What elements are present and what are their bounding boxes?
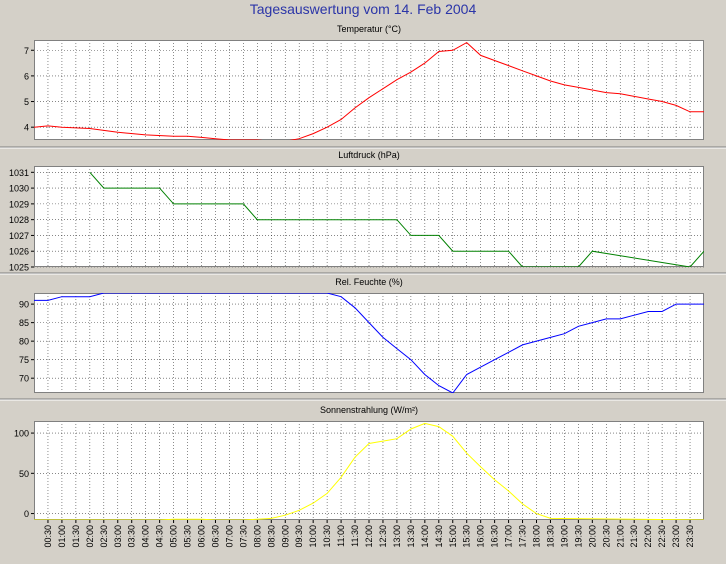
x-tick-label: 08:30	[266, 525, 276, 548]
plot-area	[34, 293, 704, 393]
x-tick-label: 18:30	[545, 525, 555, 548]
x-tick-label: 09:30	[294, 525, 304, 548]
x-tick-label: 12:30	[378, 525, 388, 548]
y-tick-label: 75	[19, 355, 29, 365]
x-tick-label: 21:00	[615, 525, 625, 548]
x-tick-label: 22:00	[643, 525, 653, 548]
x-tick-label: 11:00	[336, 525, 346, 547]
y-tick-label: 1026	[9, 247, 29, 257]
plot-frame	[34, 40, 704, 140]
x-tick-label: 22:30	[657, 525, 667, 548]
x-tick-label: 10:00	[308, 525, 318, 548]
x-tick-label: 05:00	[169, 525, 179, 548]
series-line-2	[89, 171, 704, 267]
x-tick-label: 03:00	[113, 525, 123, 548]
x-tick-label: 23:30	[685, 525, 695, 548]
y-tick-label: 1028	[9, 215, 29, 225]
x-tick-label: 08:00	[252, 525, 262, 548]
x-tick-label: 01:30	[71, 525, 81, 548]
y-tick-label: 1030	[9, 184, 29, 194]
panel-4-title: Sonnenstrahlung (W/m²)	[320, 405, 418, 415]
plot-frame	[34, 421, 704, 520]
x-tick-label: 15:30	[462, 525, 472, 548]
x-tick-label: 18:00	[532, 525, 542, 548]
x-tick-label: 11:30	[350, 525, 360, 547]
y-tick-label: 6	[24, 71, 29, 81]
y-tick-label: 50	[19, 469, 29, 479]
x-tick-label: 19:00	[559, 525, 569, 548]
series-line-1	[34, 41, 704, 140]
plot-frame	[34, 166, 704, 267]
x-tick-label: 04:00	[141, 525, 151, 548]
x-tick-label: 00:30	[43, 525, 53, 548]
x-tick-label: 20:00	[587, 525, 597, 548]
x-tick-label: 13:30	[406, 525, 416, 548]
panel-3-title: Rel. Feuchte (%)	[335, 277, 403, 287]
x-tick-label: 15:00	[448, 525, 458, 548]
plot-area	[34, 421, 704, 520]
x-tick-label: 01:00	[57, 525, 67, 548]
x-tick-label: 23:00	[671, 525, 681, 548]
x-tick-label: 20:30	[601, 525, 611, 548]
x-tick-label: 16:30	[490, 525, 500, 548]
x-tick-label: 17:00	[504, 525, 514, 548]
page-title: Tagesauswertung vom 14. Feb 2004	[249, 1, 477, 17]
series-line-4	[34, 422, 704, 520]
x-tick-label: 10:30	[322, 525, 332, 548]
x-tick-label: 14:30	[434, 525, 444, 548]
y-tick-label: 70	[19, 374, 29, 384]
y-tick-label: 5	[24, 97, 29, 107]
series-line-3	[34, 293, 704, 393]
y-tick-label: 7	[24, 46, 29, 56]
panel-1-title: Temperatur (°C)	[337, 24, 401, 34]
plot-frame	[34, 293, 704, 393]
x-tick-label: 09:00	[280, 525, 290, 548]
x-tick-label: 05:30	[183, 525, 193, 548]
y-tick-label: 100	[14, 429, 29, 439]
y-tick-label: 80	[19, 337, 29, 347]
y-tick-label: 1031	[9, 168, 29, 178]
y-tick-label: 4	[24, 123, 29, 133]
x-tick-label: 21:30	[629, 525, 639, 548]
x-tick-label: 04:30	[155, 525, 165, 548]
x-tick-label: 06:00	[197, 525, 207, 548]
x-tick-label: 13:00	[392, 525, 402, 548]
x-tick-label: 07:00	[224, 525, 234, 548]
y-tick-label: 1025	[9, 263, 29, 273]
x-tick-label: 02:30	[99, 525, 109, 548]
x-tick-label: 03:30	[127, 525, 137, 548]
y-tick-label: 1027	[9, 231, 29, 241]
x-tick-label: 07:30	[238, 525, 248, 548]
y-tick-label: 0	[24, 509, 29, 519]
x-tick-label: 14:00	[420, 525, 430, 548]
x-tick-label: 06:30	[210, 525, 220, 548]
x-tick-label: 12:00	[364, 525, 374, 548]
x-tick-label: 02:00	[85, 525, 95, 548]
x-tick-label: 17:30	[518, 525, 528, 548]
x-tick-label: 19:30	[573, 525, 583, 548]
y-tick-label: 90	[19, 300, 29, 310]
y-tick-label: 1029	[9, 199, 29, 209]
y-tick-label: 85	[19, 318, 29, 328]
panel-2-title: Luftdruck (hPa)	[338, 150, 400, 160]
x-tick-label: 16:00	[476, 525, 486, 548]
